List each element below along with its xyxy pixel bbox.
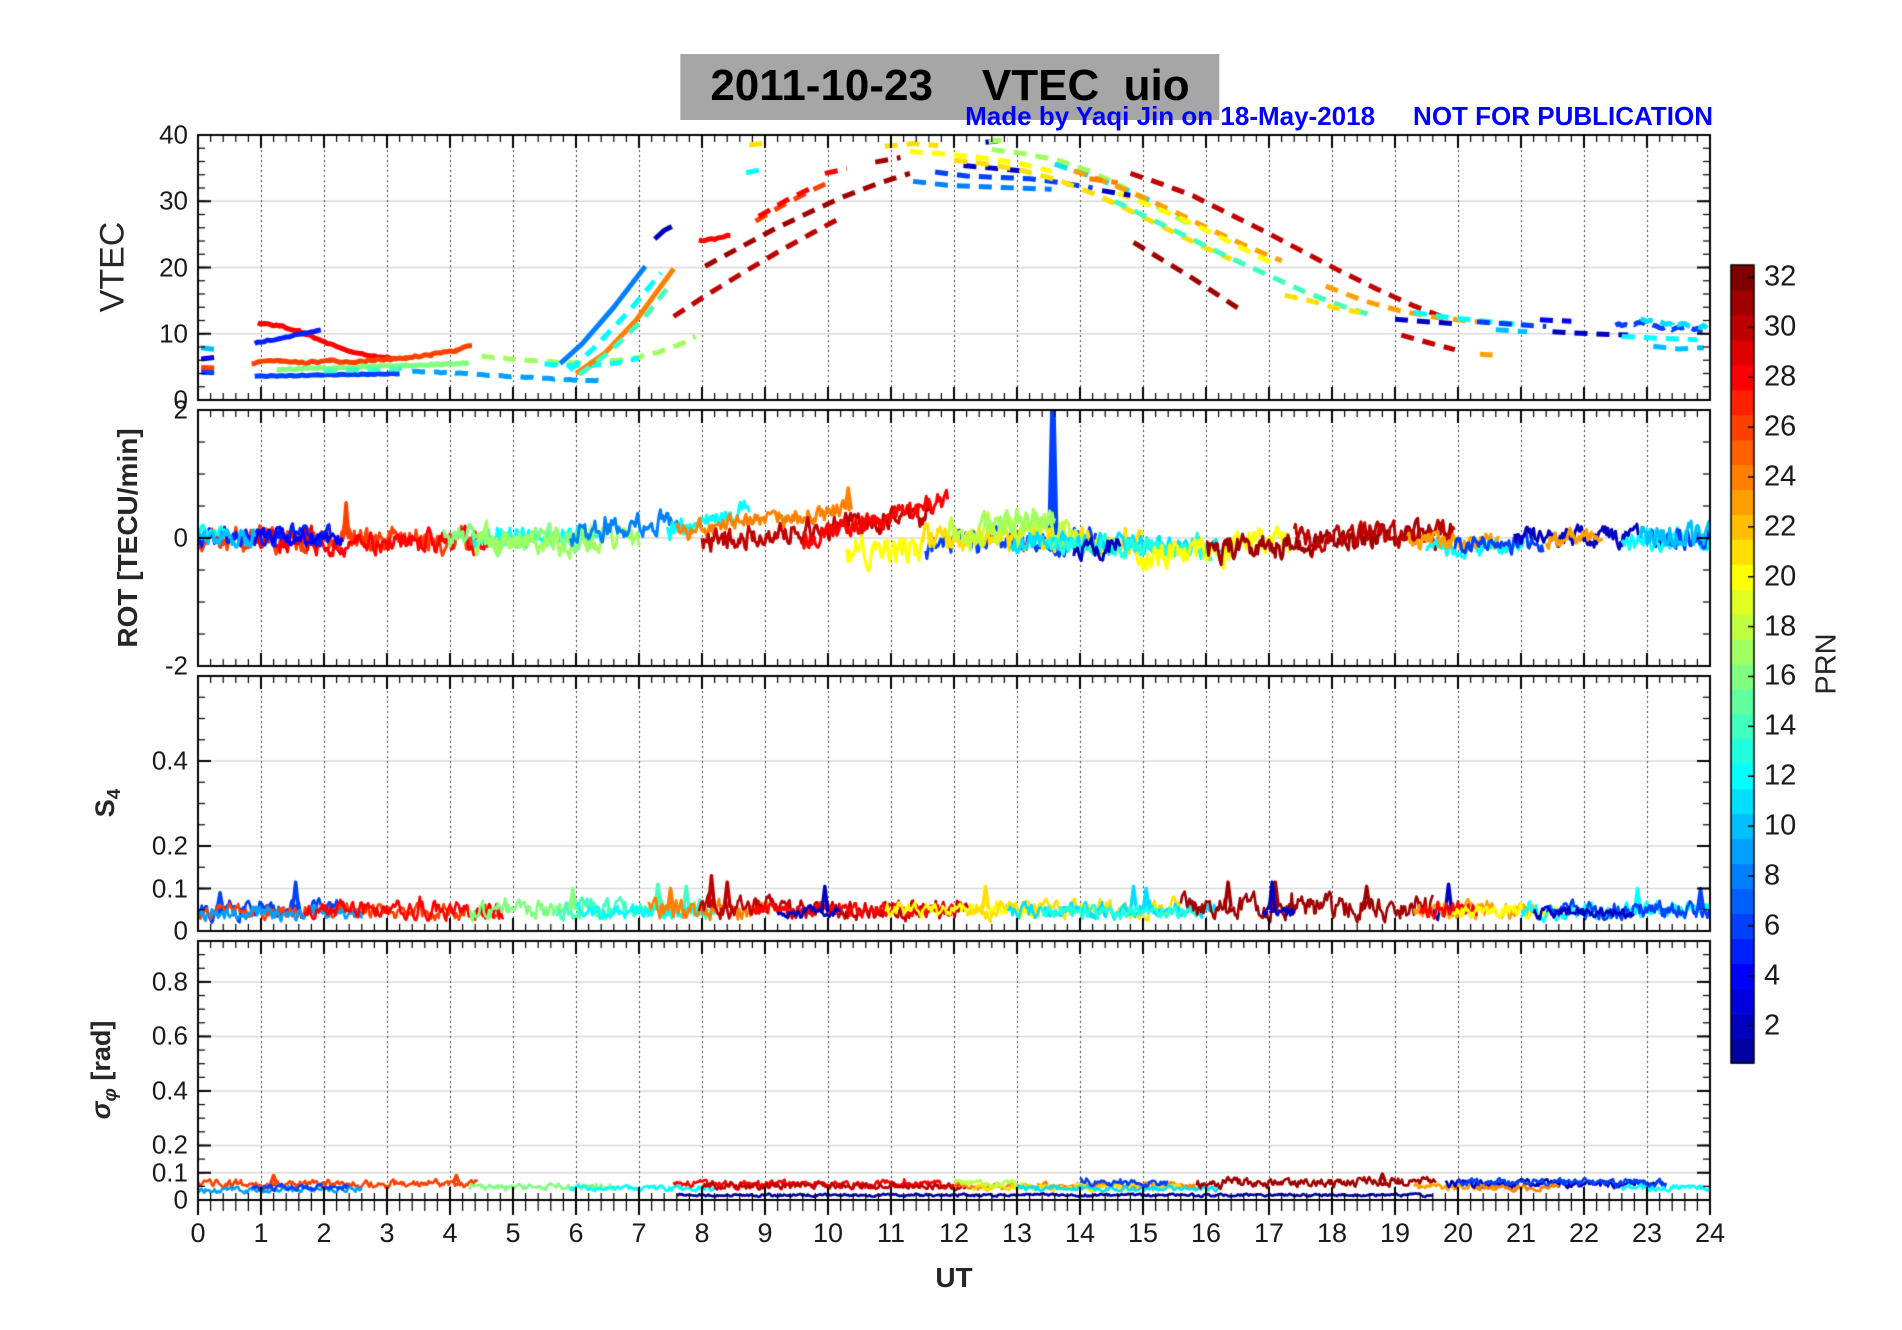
x-tick-label: 7 bbox=[631, 1218, 647, 1248]
colorbar-tick-label: 32 bbox=[1764, 260, 1797, 293]
vtec-tick-label: 0 bbox=[173, 384, 188, 415]
vtec-tick-label: 40 bbox=[159, 119, 188, 150]
colorbar-tick-label: 10 bbox=[1764, 809, 1797, 842]
x-tick-label: 0 bbox=[190, 1218, 206, 1248]
watermark-row: Made by Yaqi Jin on 18-May-2018 NOT FOR … bbox=[198, 101, 1713, 132]
rot-tick-label: 2 bbox=[173, 394, 188, 425]
colorbar-label: PRN bbox=[1810, 633, 1843, 695]
s4-tick-label: 0.4 bbox=[151, 745, 188, 776]
x-tick-label: 13 bbox=[1001, 1218, 1033, 1248]
x-tick-label: 21 bbox=[1505, 1218, 1537, 1248]
x-tick-label: 17 bbox=[1253, 1218, 1285, 1248]
x-tick-label: 16 bbox=[1190, 1218, 1222, 1248]
rot-tick-label: 0 bbox=[173, 522, 188, 553]
x-tick-label: 1 bbox=[253, 1218, 269, 1248]
colorbar-tick-label: 26 bbox=[1764, 410, 1797, 443]
colorbar-tick-label: 6 bbox=[1764, 909, 1781, 942]
x-tick-label: 9 bbox=[757, 1218, 773, 1248]
sigma-tick-label: 0.8 bbox=[151, 966, 188, 997]
colorbar-tick-label: 2 bbox=[1764, 1009, 1781, 1042]
watermark-text: Made by Yaqi Jin on 18-May-2018 bbox=[965, 101, 1376, 131]
vtec-tick-label: 10 bbox=[159, 318, 188, 349]
sigma-tick-label: 0.4 bbox=[151, 1075, 188, 1106]
x-tick-label: 23 bbox=[1631, 1218, 1663, 1248]
x-tick-label: 19 bbox=[1379, 1218, 1411, 1248]
colorbar-tick-label: 4 bbox=[1764, 959, 1781, 992]
vtec-tick-label: 30 bbox=[159, 185, 188, 216]
plot-title: 2011-10-23 VTEC uio bbox=[680, 54, 1220, 120]
colorbar-tick-label: 18 bbox=[1764, 610, 1797, 643]
colorbar-tick-label: 8 bbox=[1764, 859, 1781, 892]
colorbar-tick-label: 16 bbox=[1764, 659, 1797, 692]
colorbar-tick-label: 20 bbox=[1764, 560, 1797, 593]
x-tick-label: 5 bbox=[505, 1218, 521, 1248]
colorbar-tick-label: 22 bbox=[1764, 510, 1797, 543]
x-tick-label: 22 bbox=[1568, 1218, 1600, 1248]
x-tick-label: 20 bbox=[1442, 1218, 1474, 1248]
colorbar-tick-label: 28 bbox=[1764, 360, 1797, 393]
x-tick-label: 10 bbox=[812, 1218, 844, 1248]
colorbar-tick-label: 24 bbox=[1764, 460, 1797, 493]
x-tick-label: 12 bbox=[938, 1218, 970, 1248]
s4-tick-label: 0.1 bbox=[151, 873, 188, 903]
s4-tick-label: 0 bbox=[173, 915, 188, 946]
rot-tick-label: -2 bbox=[164, 650, 188, 681]
x-tick-label: 3 bbox=[379, 1218, 395, 1248]
x-tick-label: 24 bbox=[1694, 1218, 1726, 1248]
x-tick-label: 4 bbox=[442, 1218, 458, 1248]
x-tick-label: 11 bbox=[876, 1218, 906, 1248]
x-tick-label: 6 bbox=[568, 1218, 584, 1248]
x-tick-label: 8 bbox=[694, 1218, 710, 1248]
s4-tick-label: 0.2 bbox=[151, 830, 188, 861]
colorbar-tick-label: 12 bbox=[1764, 759, 1797, 792]
sigma-tick-label: 0.6 bbox=[151, 1020, 188, 1051]
x-tick-label: 18 bbox=[1316, 1218, 1348, 1248]
sigma-tick-label: 0.2 bbox=[151, 1129, 188, 1160]
x-tick-label: 2 bbox=[316, 1218, 332, 1248]
x-axis-label: UT bbox=[935, 1262, 973, 1293]
x-tick-label: 15 bbox=[1127, 1218, 1159, 1248]
x-tick-label: 14 bbox=[1064, 1218, 1096, 1248]
sigma-tick-label: 0 bbox=[173, 1184, 188, 1215]
vtec-tick-label: 20 bbox=[159, 252, 188, 282]
s4-axis-label: S4 bbox=[89, 788, 126, 818]
sigma-tick-label: 0.1 bbox=[151, 1157, 188, 1188]
publication-notice: NOT FOR PUBLICATION bbox=[1413, 101, 1713, 131]
colorbar-tick-label: 14 bbox=[1764, 709, 1797, 742]
colorbar-tick-label: 30 bbox=[1764, 310, 1797, 343]
